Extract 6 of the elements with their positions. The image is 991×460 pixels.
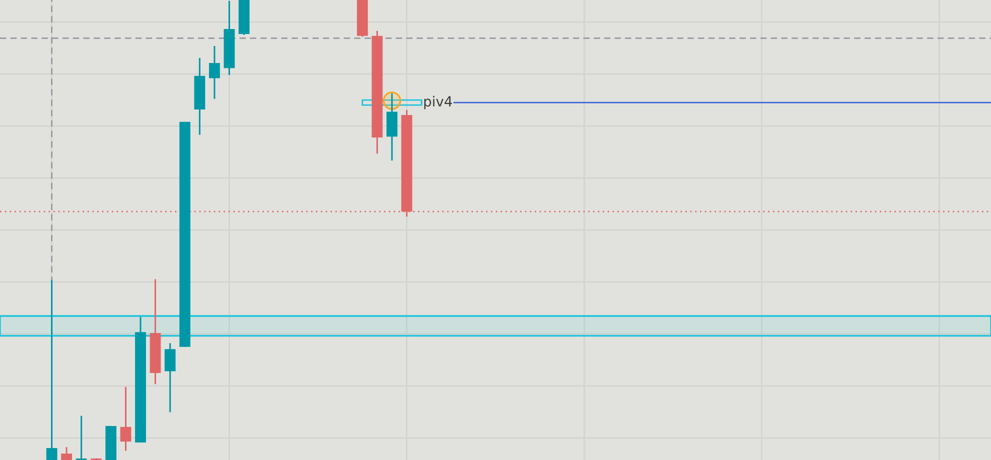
candlestick <box>61 446 72 460</box>
candlestick <box>120 386 132 452</box>
candlestick <box>164 342 176 413</box>
ref-line-label: piv4 <box>424 96 452 110</box>
candlestick <box>208 45 220 100</box>
candlestick <box>76 415 87 460</box>
